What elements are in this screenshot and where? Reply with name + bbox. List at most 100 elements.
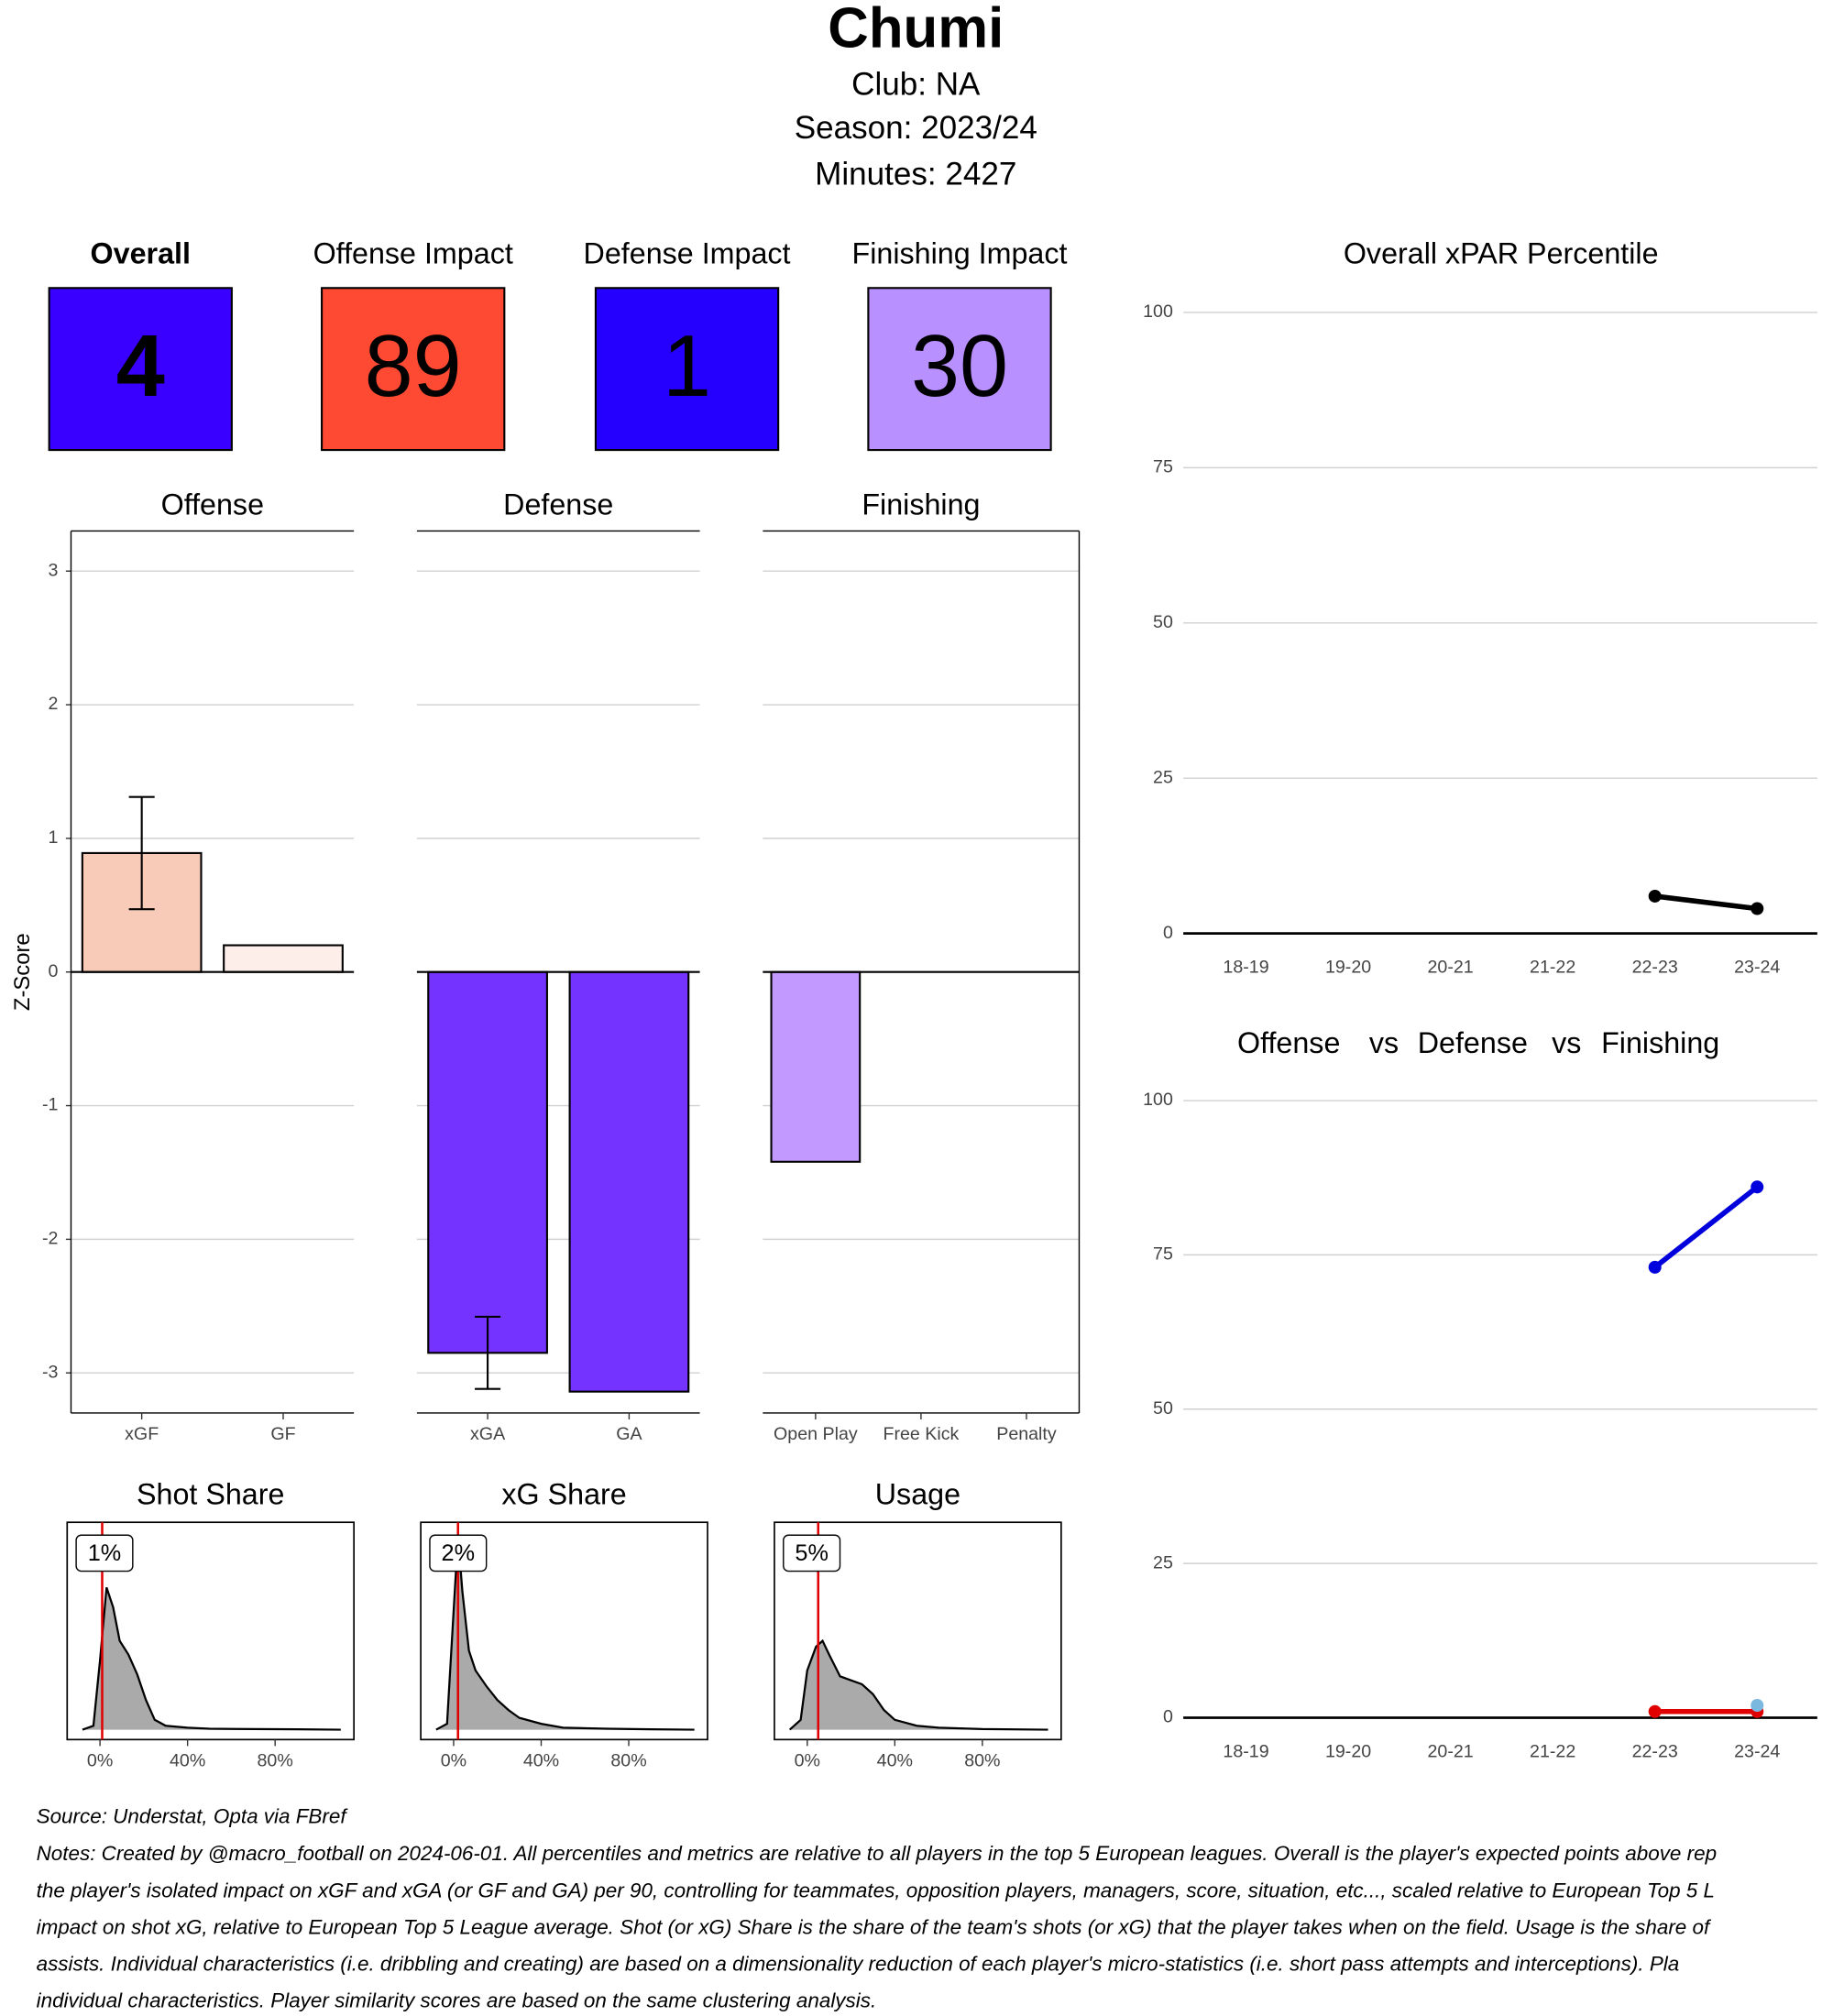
x-tick-label: 80% — [258, 1750, 293, 1770]
point — [1751, 1180, 1764, 1194]
x-tick-label: 21-22 — [1530, 958, 1575, 978]
y-tick-label: 3 — [49, 560, 59, 580]
minutes: Minutes: 2427 — [815, 156, 1016, 192]
density-area — [82, 1587, 341, 1731]
x-tick-label: 18-19 — [1223, 1742, 1268, 1762]
y-tick-label: 0 — [1163, 1707, 1173, 1727]
bar — [770, 970, 862, 1163]
density-area — [435, 1536, 695, 1731]
y-tick-label: 75 — [1153, 1244, 1173, 1265]
x-tick-label: 0% — [87, 1750, 113, 1770]
player-name: Chumi — [828, 0, 1004, 60]
point — [1648, 1704, 1662, 1718]
note-line: assists. Individual characteristics (i.e… — [37, 1953, 1680, 1976]
marker-label-box — [783, 1534, 841, 1572]
x-tick-label: 21-22 — [1530, 1742, 1575, 1762]
x-tick-label: 18-19 — [1223, 958, 1268, 978]
x-tick-label: Free Kick — [883, 1424, 959, 1444]
y-tick-label: 0 — [1163, 923, 1173, 943]
y-axis-title: Z-Score — [10, 933, 35, 1011]
facet-title: Offense — [161, 488, 264, 520]
y-tick-label: 50 — [1153, 1398, 1173, 1419]
series-line — [1652, 1185, 1759, 1270]
marker-label-box — [429, 1534, 488, 1572]
y-tick-label: 0 — [49, 961, 59, 981]
series-line — [1654, 893, 1758, 912]
legend-separator: vs — [1369, 1026, 1399, 1059]
bar — [223, 944, 344, 973]
chart-title: Overall xPAR Percentile — [1344, 237, 1659, 270]
panel-border — [774, 1521, 1062, 1741]
season: Season: 2023/24 — [795, 110, 1037, 146]
facet-title: xG Share — [501, 1478, 626, 1511]
y-tick-label: 2 — [49, 694, 59, 714]
tile-label: Finishing Impact — [852, 237, 1068, 270]
x-tick-label: Penalty — [996, 1424, 1057, 1444]
y-tick-label: 100 — [1143, 1090, 1173, 1110]
y-tick-label: 75 — [1153, 457, 1173, 477]
x-tick-label: 40% — [523, 1750, 559, 1770]
y-tick-label: -1 — [42, 1095, 58, 1115]
y-tick-label: -2 — [42, 1229, 58, 1249]
marker-label-box — [75, 1534, 134, 1572]
note-line: the player's isolated impact on xGF and … — [37, 1879, 1715, 1901]
x-tick-label: 40% — [877, 1750, 913, 1770]
legend-entry: Offense — [1237, 1026, 1340, 1059]
x-tick-label: 20-21 — [1428, 958, 1474, 978]
x-tick-label: 80% — [610, 1750, 646, 1770]
y-tick-label: 1 — [49, 827, 59, 848]
tile-label: Defense Impact — [584, 237, 791, 270]
panel-border — [66, 1521, 356, 1741]
note-line: impact on shot xG, relative to European … — [37, 1915, 1712, 1938]
x-tick-label: 22-23 — [1632, 958, 1678, 978]
tile-box — [48, 287, 233, 452]
tile-value: 1 — [663, 318, 711, 415]
density-area — [788, 1638, 1048, 1731]
tile-value: 89 — [365, 318, 462, 415]
note-line: Notes: Created by @macro_football on 202… — [37, 1842, 1717, 1865]
note-line: individual characteristics. Player simil… — [37, 1989, 877, 2012]
tile-box — [594, 287, 780, 452]
facet-title: Defense — [503, 488, 613, 520]
point — [1751, 1699, 1764, 1713]
x-tick-label: GF — [270, 1424, 295, 1444]
x-tick-label: 23-24 — [1734, 1742, 1780, 1762]
legend-entry: Defense — [1418, 1026, 1528, 1059]
marker-label: 1% — [88, 1540, 122, 1566]
y-tick-label: 100 — [1143, 301, 1173, 322]
panel-border — [420, 1521, 708, 1741]
x-tick-label: 0% — [795, 1750, 820, 1770]
facet-title: Shot Share — [137, 1478, 284, 1511]
tile-box — [867, 287, 1052, 452]
facet-title: Usage — [875, 1478, 960, 1511]
bar — [427, 970, 548, 1354]
x-tick-label: GA — [616, 1424, 642, 1444]
x-tick-label: xGF — [125, 1424, 159, 1444]
y-tick-label: 50 — [1153, 612, 1173, 632]
y-tick-label: 25 — [1153, 1552, 1173, 1572]
bar — [568, 970, 690, 1393]
y-tick-label: 25 — [1153, 767, 1173, 787]
club: Club: NA — [851, 66, 981, 102]
point — [1648, 889, 1662, 903]
x-tick-label: 40% — [170, 1750, 205, 1770]
x-tick-label: 80% — [964, 1750, 1000, 1770]
point — [1751, 902, 1764, 915]
x-tick-label: 19-20 — [1325, 958, 1371, 978]
legend-separator: vs — [1552, 1026, 1581, 1059]
tile-label: Overall — [91, 237, 191, 270]
tile-label: Offense Impact — [313, 237, 513, 270]
marker-label: 5% — [795, 1540, 829, 1566]
y-tick-label: -3 — [42, 1362, 59, 1382]
x-tick-label: xGA — [470, 1424, 506, 1444]
x-tick-label: Open Play — [774, 1424, 858, 1444]
tile-box — [321, 287, 506, 452]
point — [1648, 1260, 1662, 1274]
tile-value: 4 — [116, 318, 165, 415]
x-tick-label: 22-23 — [1632, 1742, 1678, 1762]
x-tick-label: 23-24 — [1734, 958, 1780, 978]
tile-value: 30 — [911, 318, 1008, 415]
x-tick-label: 0% — [441, 1750, 466, 1770]
